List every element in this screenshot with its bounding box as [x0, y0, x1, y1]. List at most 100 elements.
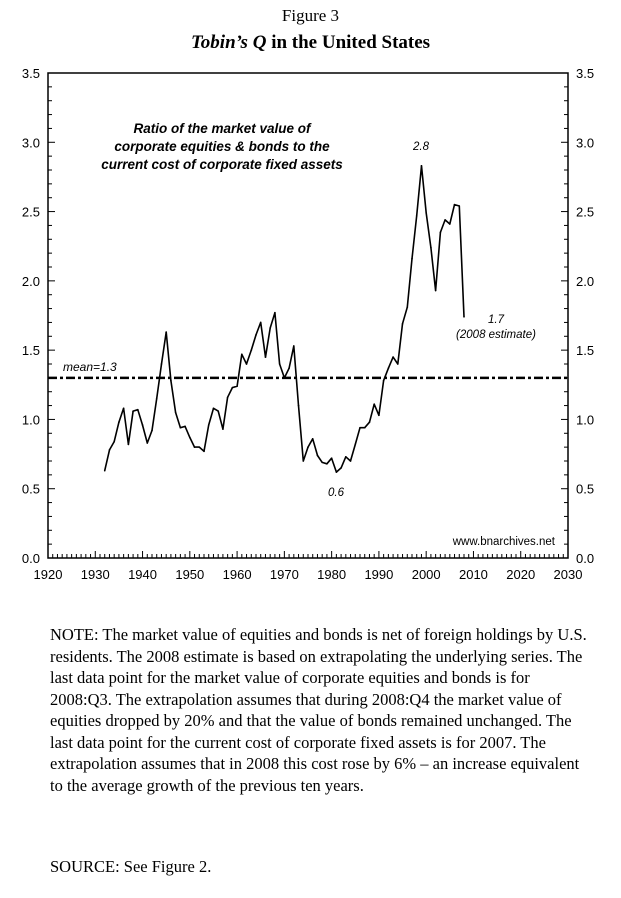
x-tick-label: 1930: [81, 567, 110, 582]
chart-subtitle-line: current cost of corporate fixed assets: [101, 157, 343, 172]
data-point: [269, 327, 271, 329]
data-point: [165, 331, 167, 333]
data-point: [231, 386, 234, 389]
chart-title: Tobin’s Q in the United States: [0, 32, 621, 54]
chart: 1920 1930 1940 1950 1960 1970 1980 1990 2000 2010…: [22, 66, 594, 582]
data-point: [174, 411, 177, 414]
y-tick-label-left: 0.5: [22, 482, 40, 497]
data-point: [198, 446, 201, 448]
y-tick-label-left: 2.5: [22, 205, 40, 220]
data-point: [293, 345, 295, 347]
data-point: [103, 469, 106, 472]
y-tick-label-right: 3.0: [576, 135, 594, 150]
data-point: [264, 356, 267, 358]
data-point: [397, 363, 399, 365]
y-tick-label-right: 0.5: [576, 482, 594, 497]
data-point: [345, 456, 347, 458]
data-point: [259, 321, 262, 324]
figure-label: Figure 3: [281, 6, 340, 25]
data-point: [434, 289, 437, 292]
data-point: [132, 410, 134, 412]
data-point: [311, 438, 314, 440]
annotation-2008-estimate: (2008 estimate): [456, 329, 536, 341]
data-point: [354, 443, 357, 446]
mean-label: mean=1.3: [63, 360, 117, 374]
y-tick-label-left: 1.0: [22, 412, 40, 427]
data-point: [373, 403, 375, 405]
title-italic: Tobin’s Q: [190, 32, 267, 53]
annotation-peak: 2.8: [412, 141, 430, 153]
data-point: [255, 334, 257, 336]
data-point: [226, 396, 229, 399]
x-tick-label: 1950: [175, 567, 204, 582]
data-point: [297, 404, 300, 407]
data-point: [222, 428, 224, 430]
data-point: [453, 203, 456, 206]
data-point: [449, 223, 451, 225]
data-point: [368, 421, 371, 424]
y-tick-label-right: 0.0: [576, 551, 594, 566]
y-tick-label-left: 0.0: [22, 551, 40, 566]
series-line-tobins-q: [103, 165, 465, 473]
data-point: [141, 424, 144, 426]
data-point: [425, 212, 427, 214]
data-point: [444, 219, 446, 221]
data-point: [118, 421, 120, 424]
chart-subtitle-line: corporate equities & bonds to the: [114, 139, 330, 154]
annotation-2008-value: 1.7: [488, 314, 505, 326]
data-point: [108, 449, 111, 451]
y-tick-label-right: 3.5: [576, 66, 594, 81]
data-point: [316, 454, 319, 457]
data-point: [278, 363, 281, 365]
data-point: [463, 316, 465, 318]
data-point: [363, 426, 366, 429]
data-point: [439, 231, 442, 234]
data-point: [146, 442, 149, 444]
x-tick-label: 2020: [506, 567, 535, 582]
y-tick-label-left: 2.0: [22, 274, 40, 289]
watermark: www.bnarchives.net: [452, 536, 556, 548]
data-point: [160, 363, 163, 365]
data-point: [307, 446, 309, 448]
data-point: [122, 407, 125, 410]
data-point: [415, 214, 418, 217]
x-tick-label: 1920: [34, 567, 63, 582]
data-point: [236, 385, 238, 387]
data-point: [151, 429, 153, 432]
data-point: [326, 462, 328, 465]
data-point: [184, 425, 186, 428]
y-tick-label-left: 3.0: [22, 135, 40, 150]
data-point: [288, 367, 290, 369]
data-point: [283, 377, 286, 379]
data-point: [179, 426, 182, 429]
y-tick-label-right: 1.5: [576, 343, 594, 358]
data-point: [274, 311, 276, 314]
data-point: [203, 450, 205, 453]
data-point: [335, 471, 338, 473]
data-point: [406, 306, 409, 308]
data-point: [430, 246, 432, 249]
data-point: [382, 379, 385, 382]
x-tick-label: 2000: [412, 567, 441, 582]
data-point: [137, 408, 139, 411]
y-tick-label-right: 2.5: [576, 205, 594, 220]
data-point: [378, 414, 380, 417]
data-point: [170, 379, 172, 382]
x-tick-label: 1990: [364, 567, 393, 582]
data-point: [250, 349, 253, 351]
data-point: [217, 410, 219, 412]
x-tick-label: 1980: [317, 567, 346, 582]
data-point: [212, 407, 215, 410]
x-tick-label: 1970: [270, 567, 299, 582]
data-point: [207, 424, 210, 426]
x-tick-label: 1940: [128, 567, 157, 582]
data-point: [458, 205, 461, 207]
chart-subtitle-line: Ratio of the market value of: [133, 121, 312, 136]
annotation-trough: 0.6: [328, 487, 345, 499]
y-tick-label-right: 2.0: [576, 274, 594, 289]
data-point: [302, 460, 305, 462]
data-point: [392, 356, 394, 358]
source-text: SOURCE: See Figure 2.: [50, 857, 212, 876]
data-point: [241, 353, 243, 356]
data-point: [321, 461, 323, 464]
